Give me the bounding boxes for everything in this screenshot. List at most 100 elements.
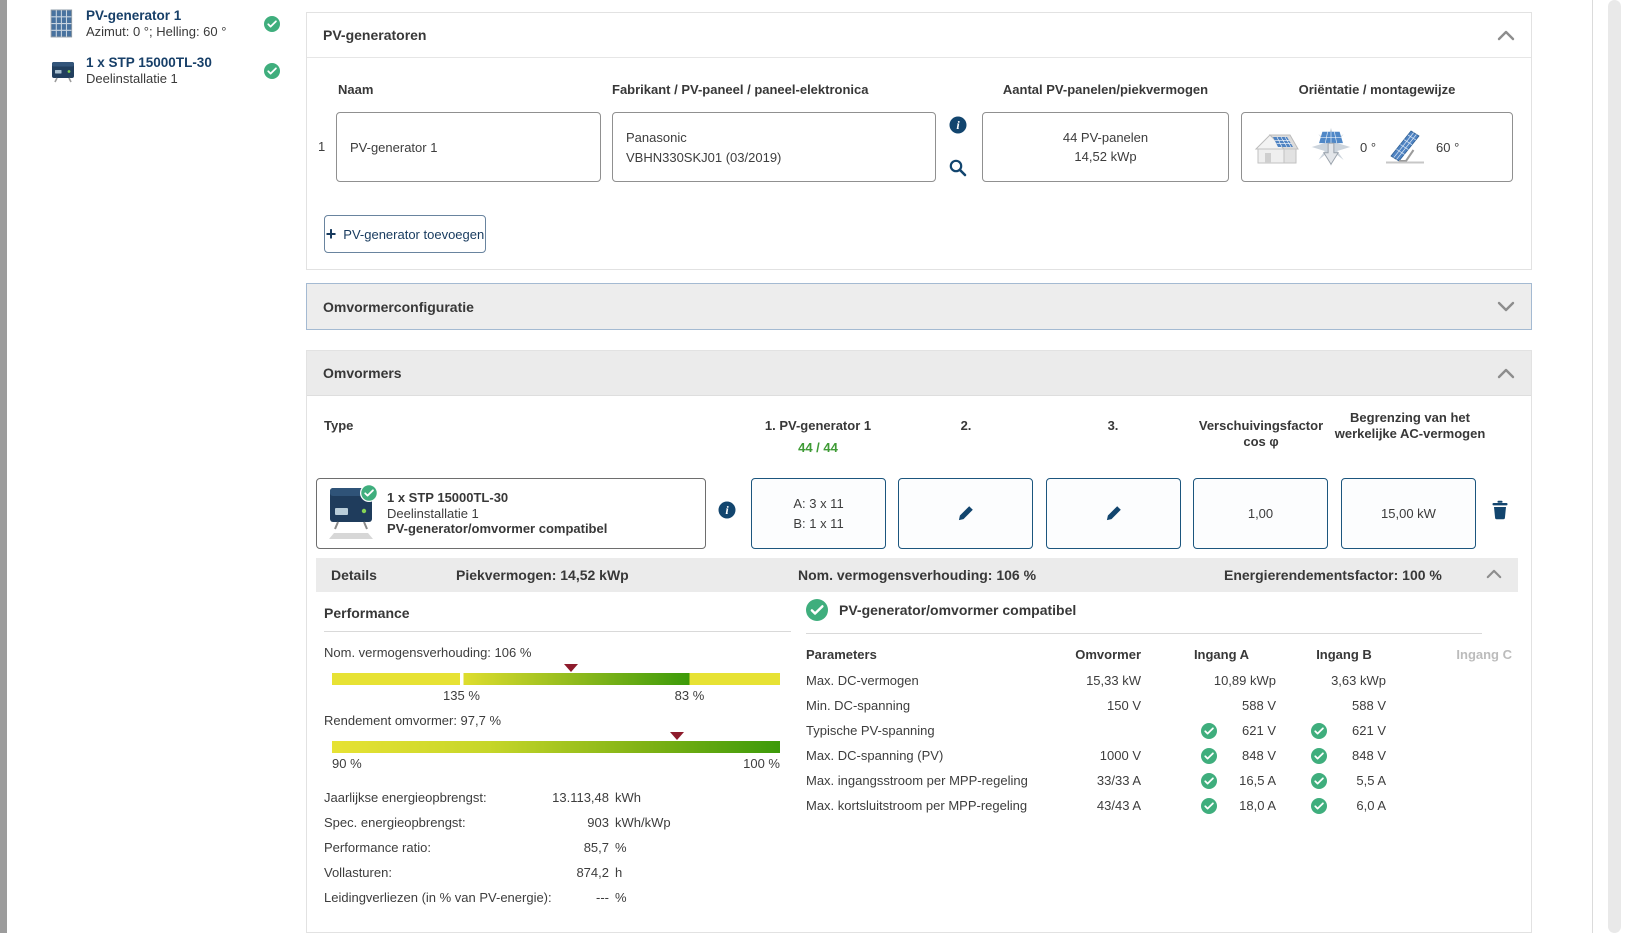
sidebar-item-pv-generator[interactable]: PV-generator 1 Azimut: 0 °; Helling: 60 … (7, 0, 292, 47)
sidebar-item-subtitle: Deelinstallatie 1 (86, 71, 258, 87)
input-b-value: 848 V (1340, 748, 1386, 763)
cosphi-header-line1: Verschuivingsfactor (1186, 418, 1336, 434)
add-pv-generator-button[interactable]: + PV-generator toevoegen (324, 215, 486, 253)
gauge-marker-icon (670, 732, 684, 740)
generator-name-input[interactable]: PV-generator 1 (336, 112, 601, 182)
info-icon[interactable]: i (718, 501, 736, 519)
input-a-value: 18,0 A (1230, 798, 1276, 813)
collapse-chevron-down-icon[interactable] (1497, 301, 1515, 312)
sidebar-item-inverter[interactable]: 1 x STP 15000TL-30 Deelinstallatie 1 (7, 47, 292, 94)
tilt-value: 60 ° (1436, 140, 1459, 155)
parameter-input-b: 6,0 A (1276, 798, 1386, 814)
gauge-tick-label: 83 % (675, 688, 705, 703)
parameter-label: Max. kortsluitstroom per MPP-regeling (806, 798, 1066, 813)
column-header-parameters: Parameters (806, 647, 1066, 662)
stat-unit: kWh/kWp (615, 810, 671, 835)
inverter-type-box[interactable]: 1 x STP 15000TL-30 Deelinstallatie 1 PV-… (316, 478, 706, 549)
details-bar[interactable]: Details Piekvermogen: 14,52 kWp Nom. ver… (316, 558, 1518, 592)
stat-unit: % (615, 885, 627, 910)
power-ratio-gauge: 135 % 83 % (332, 663, 780, 706)
string-config-box[interactable]: A: 3 x 11 B: 1 x 11 (751, 478, 886, 549)
parameter-inverter-value: 1000 V (1066, 748, 1141, 763)
check-circle-icon (1201, 773, 1217, 789)
parameter-input-b: 848 V (1276, 748, 1386, 764)
house-icon (1252, 127, 1302, 167)
inverter-config-panel-header[interactable]: Omvormerconfiguratie (306, 283, 1532, 330)
parameter-inverter-value: 15,33 kW (1066, 673, 1141, 688)
power-ratio-gauge-bar (332, 673, 780, 685)
scrollbar[interactable] (1608, 0, 1621, 933)
panel-selector-box[interactable]: Panasonic VBHN330SKJ01 (03/2019) (612, 112, 936, 182)
stat-label: Spec. energieopbrengst: (324, 815, 466, 830)
gauge-marker-icon (564, 664, 578, 672)
column-header-name: Naam (338, 82, 373, 97)
stat-label: Vollasturen: (324, 865, 392, 880)
ac-limit-box[interactable]: 15,00 kW (1341, 478, 1476, 549)
details-label: Details (331, 558, 377, 592)
check-circle-icon (806, 599, 828, 621)
parameter-input-a: 16,5 A (1141, 773, 1276, 789)
gauge-tick-label: 100 % (743, 756, 780, 771)
column-header-type: Type (324, 418, 353, 433)
parameter-label: Min. DC-spanning (806, 698, 1066, 713)
power-ratio-gauge-label: Nom. vermogensverhouding: 106 % (324, 645, 791, 660)
ac-limit-value: 15,00 kW (1381, 506, 1436, 521)
string-b-value: B: 1 x 11 (793, 516, 843, 531)
check-circle-icon (360, 484, 378, 502)
info-icon[interactable]: i (949, 116, 967, 134)
trash-icon[interactable] (1491, 500, 1509, 520)
column-header-cosphi: Verschuivingsfactor cos φ (1186, 418, 1336, 450)
parameter-inverter-value: 33/33 A (1066, 773, 1141, 788)
generator3-edit-box[interactable] (1046, 478, 1181, 549)
parameter-input-a: 588 V (1141, 698, 1276, 713)
string-a-value: A: 3 x 11 (793, 496, 843, 511)
panel-title: Omvormers (323, 365, 402, 381)
inverters-panel-header[interactable]: Omvormers (307, 351, 1531, 396)
details-power-ratio: Nom. vermogensverhouding: 106 % (798, 558, 1036, 592)
stat-value: 85,7 (539, 835, 609, 860)
search-icon[interactable] (948, 158, 968, 178)
parameter-input-a: 10,89 kWp (1141, 673, 1276, 688)
check-circle-icon (1201, 748, 1217, 764)
gauge-tick-label: 90 % (332, 756, 362, 771)
cosphi-header-line2: cos φ (1186, 434, 1336, 450)
input-a-value: 16,5 A (1230, 773, 1276, 788)
input-a-value: 621 V (1230, 723, 1276, 738)
parameter-input-b: 621 V (1276, 723, 1386, 739)
collapse-chevron-up-icon[interactable] (1497, 30, 1515, 41)
column-header-input-a: Ingang A (1141, 647, 1276, 662)
generator-name-value: PV-generator 1 (350, 140, 437, 155)
parameter-input-a: 848 V (1141, 748, 1276, 764)
panel-count-value: 44 PV-panelen (1063, 130, 1148, 145)
parameter-input-a: 18,0 A (1141, 798, 1276, 814)
check-circle-icon (264, 16, 280, 32)
cosphi-value: 1,00 (1248, 506, 1273, 521)
stat-unit: kWh (615, 785, 641, 810)
sidebar-item-subtitle: Azimut: 0 °; Helling: 60 ° (86, 24, 258, 40)
stat-row: Spec. energieopbrengst: 903 kWh/kWp (324, 810, 791, 835)
sidebar: PV-generator 1 Azimut: 0 °; Helling: 60 … (7, 0, 292, 94)
parameters-table: Parameters Omvormer Ingang A Ingang B In… (806, 641, 1518, 818)
collapse-chevron-up-icon[interactable] (1486, 569, 1502, 579)
details-peak-power: Piekvermogen: 14,52 kWp (456, 558, 629, 592)
pv-generators-panel-header[interactable]: PV-generatoren (307, 13, 1531, 58)
parameter-row: Max. ingangsstroom per MPP-regeling 33/3… (806, 768, 1518, 793)
stat-row: Vollasturen: 874,2 h (324, 860, 791, 885)
sidebar-item-title: 1 x STP 15000TL-30 (86, 54, 258, 71)
collapse-chevron-up-icon[interactable] (1497, 368, 1515, 379)
pencil-icon (1105, 505, 1122, 522)
generator2-edit-box[interactable] (898, 478, 1033, 549)
left-splitter[interactable] (0, 0, 7, 933)
stat-label: Performance ratio: (324, 840, 431, 855)
cosphi-box[interactable]: 1,00 (1193, 478, 1328, 549)
details-energy-factor: Energierendementsfactor: 100 % (1224, 558, 1442, 592)
stat-value: 13.113,48 (539, 785, 609, 810)
efficiency-gauge: 90 % 100 % (332, 731, 780, 774)
stat-unit: h (615, 860, 622, 885)
pv-module-icon (50, 9, 77, 39)
panel-count-box[interactable]: 44 PV-panelen 14,52 kWp (982, 112, 1229, 182)
manufacturer-value: Panasonic (626, 130, 922, 145)
orientation-box[interactable]: 0 ° 60 ° (1241, 112, 1513, 182)
performance-section: Performance Nom. vermogensverhouding: 10… (324, 605, 791, 910)
column-header-3: 3. (1038, 418, 1188, 433)
